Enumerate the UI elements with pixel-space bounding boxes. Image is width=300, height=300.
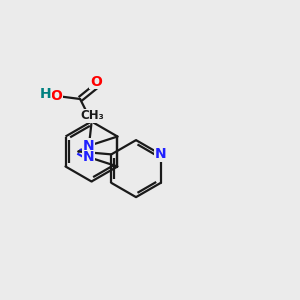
Text: N: N <box>83 139 95 153</box>
Text: N: N <box>83 150 95 164</box>
Text: H: H <box>40 87 52 101</box>
Text: O: O <box>50 89 62 103</box>
Text: O: O <box>90 75 102 88</box>
Text: CH₃: CH₃ <box>80 109 104 122</box>
Text: N: N <box>155 147 167 161</box>
